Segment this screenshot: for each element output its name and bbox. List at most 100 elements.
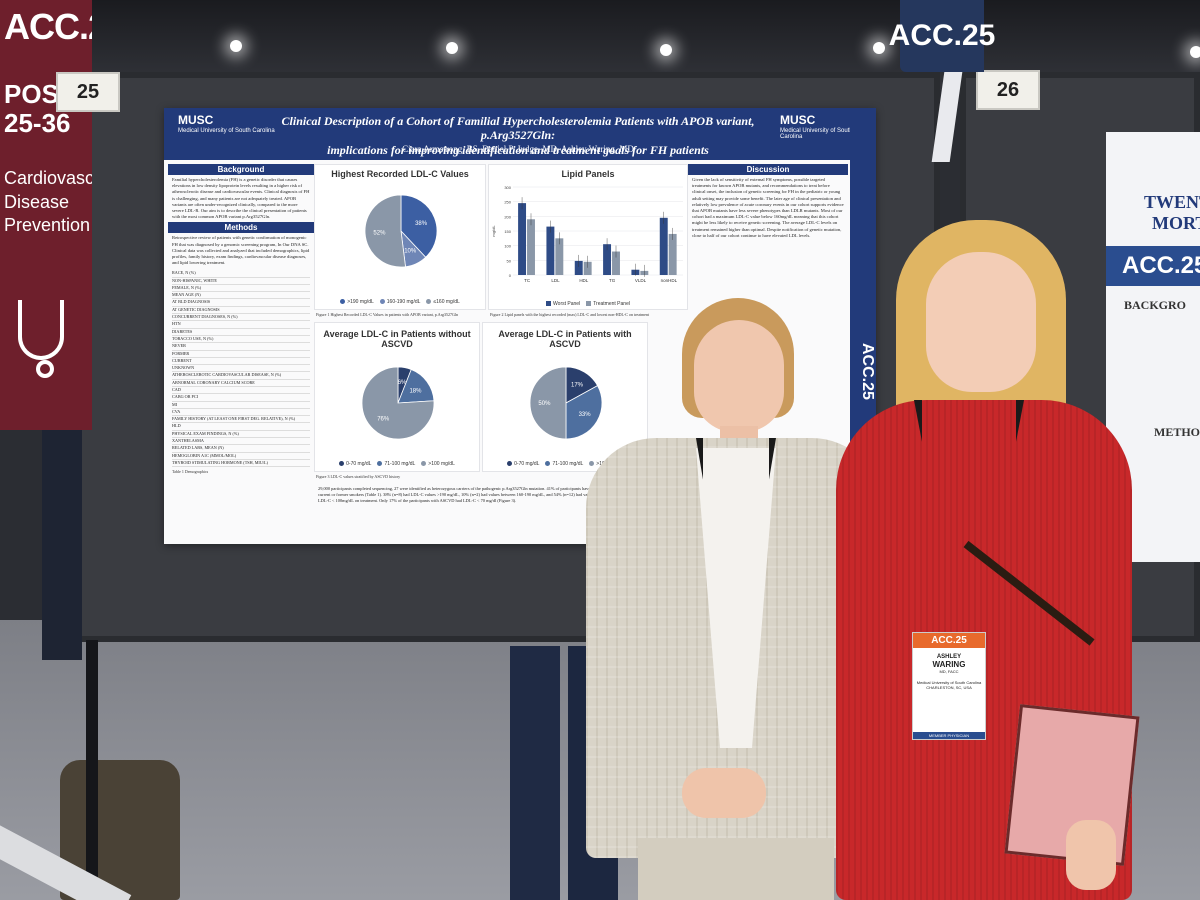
x-tick-label: TG [609, 278, 616, 283]
bar [659, 217, 668, 275]
pie-slice [397, 369, 435, 404]
stethoscope-icon [18, 300, 64, 360]
y-tick-label: 300 [504, 185, 511, 190]
legend-item: Worst Panel [546, 301, 580, 307]
musc-logo: MUSC Medical University of South Carolin… [178, 114, 275, 134]
table-row: CURRENT [172, 358, 310, 366]
pie-slice [361, 366, 435, 440]
table-row: AT GENETIC DIAGNOSIS [172, 307, 310, 315]
chart-highest-ldl: Highest Recorded LDL-C Values 38% 10% 52% … [314, 164, 486, 310]
table-row: THYROID STIMULATING HORMONE (TSH, MIU/L) [172, 460, 310, 468]
hands [682, 768, 766, 818]
neighbor-poster-section: METHODS [1154, 425, 1200, 439]
pie-chart: 38% 10% 52% [364, 194, 438, 268]
legend-swatch [379, 299, 385, 305]
section-methods: Methods [168, 222, 314, 234]
pie-chart: 17% 33% 50% [529, 366, 603, 440]
neighbor-poster-section: BACKGRO [1124, 298, 1187, 312]
trousers [638, 838, 834, 900]
easel-leg [86, 640, 98, 900]
banner-topic-3: Prevention [4, 214, 91, 235]
poster-title-line1: Clinical Description of a Cohort of Fami… [281, 114, 755, 143]
table-row: PHYSICAL EXAM FINDINGS, N (%) [172, 431, 310, 439]
y-tick-label: 50 [507, 258, 512, 263]
session-banner: ACC.25 POSTERS 25-36 Cardiovascular Dise… [0, 0, 92, 430]
research-poster: MUSC Medical University of South Carolin… [164, 108, 876, 544]
board-number-25: 25 [56, 72, 120, 112]
legend-item: 71-100 mg/dL [377, 461, 415, 467]
table-row: FAMILY HISTORY (AT LEAST ONE FIRST DEG. … [172, 416, 310, 424]
legend-item: >190 mg/dL [340, 299, 374, 305]
legend-swatch [546, 301, 552, 307]
stethoscope-icon [36, 360, 54, 378]
legend-item: >100 mg/dL [421, 461, 455, 467]
table-row: UNKNOWN [172, 365, 310, 373]
bar [583, 261, 592, 275]
table-row: ATHEROSCLEROTIC CARDIOVASCULAR DISEASE, … [172, 372, 310, 380]
face [926, 252, 1036, 392]
chart-title: Highest Recorded LDL-C Values [331, 169, 469, 179]
table-row: HLD [172, 423, 310, 431]
hand [1066, 820, 1116, 890]
neighbor-poster-heading: TWENTY [1144, 192, 1200, 212]
chart-title: Lipid Panels [561, 169, 615, 179]
hanging-acc-sign: ACC.25 [889, 0, 995, 72]
legend-item: 160-190 mg/dL [379, 299, 420, 305]
table-row: MEAN AGE (N) [172, 292, 310, 300]
pie-slice [529, 366, 567, 440]
musc-logo: MUSC Medical University of South Carolin… [780, 114, 876, 140]
presenter-red-dress: ACC.25 ASHLEY WARING MD, FACC Medical Un… [836, 220, 1140, 900]
table-caption: Table 1 Demographics [172, 469, 209, 475]
table-row: DIABETES [172, 329, 310, 336]
chart-title: Average LDL-C in Patients without ASCVD [323, 329, 471, 349]
legend-item: 0-70 mg/dL [339, 461, 371, 467]
ceiling-light [446, 42, 458, 54]
banner-topic-2: Disease [4, 191, 70, 212]
legend-swatch [589, 461, 595, 467]
table-row: FORMER [172, 351, 310, 358]
y-tick-label: 100 [504, 244, 511, 249]
fig2-caption: Figure 2 Lipid panels with the highest r… [490, 312, 650, 317]
poster-title: Clinical Description of a Cohort of Fami… [268, 114, 768, 157]
bar [546, 226, 555, 275]
demographics-table: RACE, N (%) NON-HISPANIC, WHITE FEMALE, N … [168, 268, 314, 469]
logo-subtitle: Medical University of South Carolina [178, 128, 275, 134]
bar [603, 244, 612, 275]
table-row: CVA [172, 409, 310, 417]
logo-name: MUSC [178, 113, 214, 127]
table-row: TOBACCO USE, N (%) [172, 336, 310, 344]
legend-swatch [545, 461, 551, 467]
pie-slice [364, 194, 406, 268]
face [694, 320, 784, 432]
table-row: RACE, N (%) [172, 270, 310, 278]
pie-data-label: 38% [415, 221, 428, 227]
neighbor-poster-subheading: MORTA [1152, 213, 1200, 233]
logo-name: MUSC [780, 113, 816, 127]
table-row: HEMOGLOBIN A1C (MMOL/MOL) [172, 453, 310, 460]
table-row: MI [172, 402, 310, 409]
legend-item: 71-100 mg/dL [545, 461, 583, 467]
pie-data-label: 17% [571, 382, 584, 388]
table-row: CONCURRENT DIAGNOSES, N (%) [172, 314, 310, 322]
pie-slice [565, 385, 603, 440]
badge-role: MEMBER PHYSICIAN [913, 732, 985, 739]
y-tick-label: 0 [509, 273, 512, 278]
badge-org: Medical University of South Carolina [916, 680, 982, 685]
ceiling-light [660, 44, 672, 56]
x-tick-label: VLDL [635, 278, 647, 283]
chart-ldl-without-ascvd: Average LDL-C in Patients without ASCVD … [314, 322, 480, 472]
banner-topic-1: Cardiovascular [4, 168, 92, 189]
table-row: FEMALE, N (%) [172, 285, 310, 293]
board-number-26: 26 [976, 70, 1040, 110]
badge-first-name: ASHLEY [936, 654, 962, 660]
bar [574, 260, 583, 275]
methods-text: Retrospective review of patients with ge… [172, 235, 310, 266]
bar [612, 251, 620, 275]
y-axis-label: mg/dL [491, 225, 496, 237]
y-tick-label: 250 [504, 200, 511, 205]
bar-chart: 300 250 200 150 100 50 0 mg/dL TC LDL HDL TG VLDL non… [491, 185, 683, 283]
table-row: NON-HISPANIC, WHITE [172, 278, 310, 285]
pie-data-label: 33% [579, 412, 592, 418]
banner-range: 25-36 [4, 107, 71, 138]
pie-data-label: 18% [409, 388, 422, 394]
